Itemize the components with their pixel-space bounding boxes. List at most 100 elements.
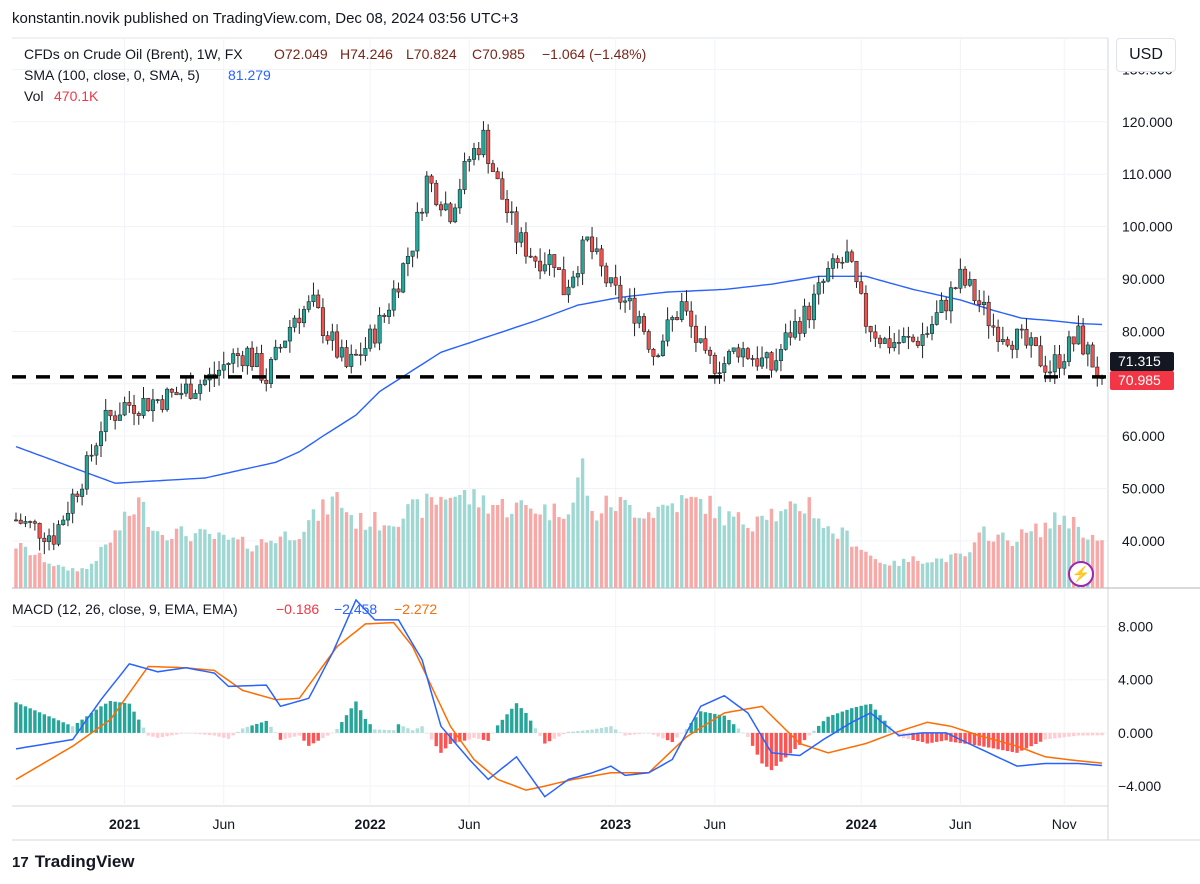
volume-bar (472, 489, 476, 588)
candle-body (986, 301, 991, 327)
macd-histogram-bar (1005, 732, 1010, 752)
volume-bar (656, 506, 660, 588)
volume-bar (80, 568, 84, 588)
volume-bar (392, 526, 396, 588)
candle-body (490, 163, 495, 172)
volume-bar (845, 530, 849, 588)
macd-histogram-bar (1034, 732, 1038, 744)
macd-histogram-bar (963, 732, 967, 744)
macd-histogram-bar (377, 729, 382, 733)
candle-body (519, 232, 524, 243)
currency-button[interactable]: USD (1116, 38, 1176, 72)
candle-body (859, 281, 864, 294)
macd-histogram-bar (510, 708, 514, 733)
macd-histogram-bar (344, 715, 349, 733)
candle-body (793, 321, 798, 338)
volume-bar (406, 504, 410, 588)
candle-body (826, 268, 831, 282)
macd-histogram-bar (514, 703, 519, 733)
macd-histogram-bar (1024, 732, 1029, 749)
candle-body (217, 369, 222, 376)
volume-bar (1010, 545, 1014, 588)
macd-tick-label: 4.000 (1118, 672, 1153, 688)
volume-bar (236, 539, 240, 588)
volume-bar (670, 503, 675, 588)
volume-bar (222, 534, 226, 588)
candle-body (117, 414, 122, 421)
volume-bar (604, 495, 608, 588)
macd-histogram-bar (1100, 732, 1104, 736)
volume-bar (1020, 529, 1024, 588)
candle-body (330, 331, 335, 341)
volume-bar (1062, 515, 1066, 588)
volume-bar (783, 509, 788, 588)
volume-bar (991, 541, 996, 588)
volume-bar (70, 568, 75, 588)
candle-body (788, 332, 793, 338)
candle-body (132, 404, 137, 414)
candle-body (958, 268, 963, 289)
candle-body (778, 349, 783, 361)
publisher-header: konstantin.novik published on TradingVie… (12, 10, 519, 27)
volume-bar (420, 517, 424, 588)
volume-bar (160, 534, 165, 588)
volume-bar (179, 526, 183, 588)
candle-body (23, 521, 28, 524)
macd-histogram-bar (1062, 732, 1066, 738)
volume-bar (765, 519, 769, 588)
macd-histogram-bar (883, 720, 887, 733)
lightning-icon[interactable]: ⚡ (1068, 561, 1094, 587)
volume-bar (1024, 532, 1029, 588)
candle-body (339, 347, 344, 358)
macd-histogram-bar (269, 726, 273, 733)
macd-histogram-bar (330, 732, 335, 734)
macd-histogram-bar (425, 732, 429, 734)
volume-bar (1034, 523, 1038, 588)
macd-histogram-bar (420, 726, 424, 733)
candle-body (311, 294, 316, 302)
macd-histogram-bar (396, 724, 401, 733)
volume-bar (1095, 540, 1099, 588)
candle-body (627, 297, 632, 302)
candle-body (783, 332, 788, 350)
volume-bar (977, 532, 981, 588)
macd-histogram-bar (75, 722, 80, 733)
macd-histogram-bar (793, 732, 797, 750)
candle-body (623, 300, 628, 303)
candle-body (1090, 344, 1095, 368)
price-tick-label: 90.000 (1122, 271, 1165, 287)
candle-body (632, 297, 637, 324)
macd-histogram-bar (401, 726, 405, 733)
candle-body (736, 347, 741, 358)
candle-body (594, 248, 599, 252)
candle-body (934, 312, 939, 325)
volume-bar (1005, 540, 1010, 588)
macd-histogram-bar (42, 714, 47, 733)
volume-bar (401, 518, 405, 588)
macd-histogram-bar (684, 728, 689, 733)
volume-bar (727, 511, 731, 588)
macd-histogram-bar (486, 732, 490, 741)
candle-body (146, 398, 151, 412)
macd-line (15, 598, 1103, 798)
macd-histogram-bar (595, 728, 599, 733)
candle-body (476, 148, 481, 156)
volume-bar (146, 526, 150, 588)
volume-bar (377, 530, 382, 588)
candle-body (14, 519, 19, 522)
volume-bar (868, 555, 873, 588)
candle-body (887, 338, 892, 349)
macd-histogram-bar (599, 727, 604, 733)
volume-bar (283, 531, 287, 588)
candle-body (811, 293, 816, 321)
macd-histogram-bar (1010, 732, 1014, 752)
candle-body (1000, 339, 1005, 342)
candle-body (47, 535, 52, 542)
candle-body (113, 415, 118, 421)
volume-bar (396, 526, 401, 588)
candle-body (613, 277, 618, 286)
macd-histogram-bar (363, 718, 368, 733)
volume-bar (288, 540, 292, 588)
legend-low: L70.824 (406, 46, 457, 62)
